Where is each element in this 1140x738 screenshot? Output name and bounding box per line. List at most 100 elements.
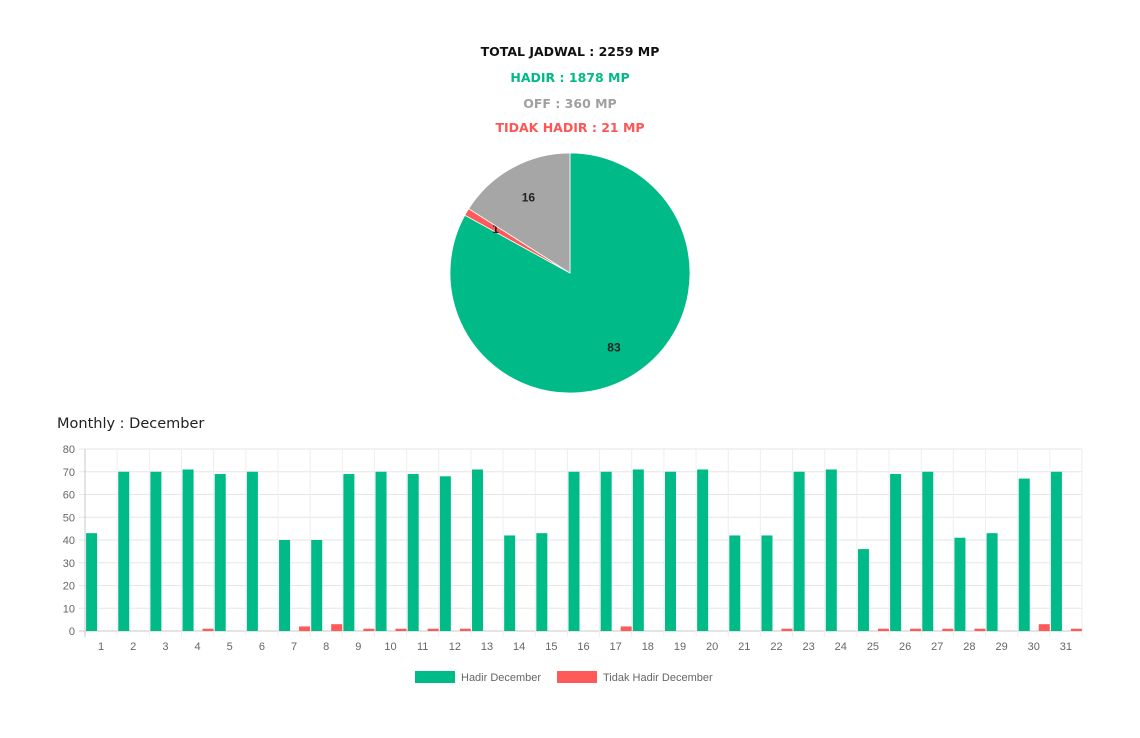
bar-hadir-12 [439,476,451,631]
x-tick-label: 29 [995,641,1007,653]
pie-slice-label-0: 83 [607,340,621,354]
x-tick-label: 6 [259,641,265,653]
legend-swatch-hadir [415,671,455,683]
bar-hadir-22 [761,535,773,631]
x-tick-label: 11 [417,641,428,653]
bar-hadir-28 [954,537,966,631]
x-tick-label: 17 [610,641,622,653]
summary-hadir: HADIR : 1878 MP [510,70,630,85]
bar-tidak-hadir-11 [427,628,439,631]
bar-hadir-24 [825,469,837,631]
bar-hadir-20 [697,469,709,631]
bar-hadir-29 [986,533,998,631]
x-tick-label: 5 [227,641,233,653]
pie-slice-label-1: 1 [492,222,499,236]
x-tick-label: 16 [577,641,589,653]
x-tick-label: 28 [963,641,975,653]
x-tick-label: 19 [674,641,686,653]
bar-hadir-8 [311,540,323,631]
y-tick-label: 0 [69,626,75,638]
y-tick-label: 80 [63,444,75,456]
bar-hadir-10 [375,471,387,631]
bar-hadir-25 [857,549,869,631]
x-tick-label: 22 [770,641,782,653]
bar-hadir-4 [182,469,194,631]
bar-hadir-2 [118,471,130,631]
legend-label-hadir: Hadir December [461,672,541,684]
x-tick-label: 4 [195,641,201,653]
bar-tidak-hadir-27 [942,628,954,631]
x-tick-label: 26 [899,641,911,653]
y-tick-label: 70 [63,467,75,479]
bar-tidak-hadir-9 [363,628,375,631]
x-tick-label: 27 [931,641,943,653]
x-tick-label: 15 [545,641,557,653]
x-tick-label: 13 [481,641,493,653]
bar-hadir-11 [407,474,419,631]
summary-off: OFF : 360 MP [523,96,617,111]
x-tick-label: 12 [449,641,461,653]
summary-tidak-hadir: TIDAK HADIR : 21 MP [495,120,645,135]
bar-hadir-17 [600,471,612,631]
bar-tidak-hadir-31 [1070,628,1082,631]
bar-tidak-hadir-17 [620,626,632,631]
bar-hadir-18 [632,469,644,631]
x-tick-label: 7 [291,641,297,653]
bar-tidak-hadir-26 [910,628,922,631]
x-tick-label: 30 [1028,641,1040,653]
x-tick-label: 8 [323,641,329,653]
legend-label-tidak-hadir: Tidak Hadir December [603,672,713,684]
bar-hadir-31 [1050,471,1062,631]
bar-tidak-hadir-10 [395,628,407,631]
x-tick-label: 1 [98,641,104,653]
bar-tidak-hadir-28 [974,628,986,631]
bar-tidak-hadir-7 [299,626,311,631]
x-tick-label: 24 [835,641,847,653]
x-tick-label: 2 [130,641,136,653]
x-tick-label: 18 [642,641,654,653]
bar-hadir-30 [1018,478,1030,631]
bar-tidak-hadir-4 [202,628,214,631]
bar-hadir-15 [536,533,548,631]
bar-tidak-hadir-8 [331,624,343,631]
bar-hadir-13 [472,469,484,631]
y-tick-label: 30 [63,558,75,570]
x-tick-label: 10 [384,641,396,653]
x-tick-label: 31 [1060,641,1072,653]
bar-tidak-hadir-30 [1038,624,1050,631]
bar-tidak-hadir-25 [877,628,889,631]
y-tick-label: 50 [63,512,75,524]
bar-hadir-3 [150,471,162,631]
y-tick-label: 60 [63,490,75,502]
y-tick-label: 40 [63,535,75,547]
bar-hadir-21 [729,535,741,631]
bar-hadir-26 [890,474,902,631]
legend-swatch-tidak-hadir [557,671,597,683]
monthly-chart-title: Monthly : December [57,416,205,432]
bar-hadir-27 [922,471,934,631]
y-tick-label: 10 [63,603,75,615]
x-tick-label: 25 [867,641,879,653]
bar-hadir-6 [246,471,258,631]
x-tick-label: 21 [738,641,750,653]
x-tick-label: 3 [162,641,168,653]
bar-hadir-1 [86,533,98,631]
bar-hadir-7 [279,540,291,631]
x-tick-label: 9 [355,641,361,653]
bar-hadir-14 [504,535,516,631]
x-tick-label: 20 [706,641,718,653]
bar-tidak-hadir-12 [459,628,471,631]
bar-tidak-hadir-22 [781,628,793,631]
bar-hadir-9 [343,474,355,631]
x-tick-label: 14 [513,641,525,653]
pie-slice-2 [468,152,571,274]
bar-hadir-19 [664,471,676,631]
summary-total: TOTAL JADWAL : 2259 MP [480,44,660,59]
x-tick-label: 23 [803,641,815,653]
bar-hadir-16 [568,471,580,631]
attendance-pie-chart: 83 1 16 [449,152,691,394]
bar-hadir-23 [793,471,805,631]
pie-slice-label-2: 16 [522,190,536,204]
y-tick-label: 20 [63,581,75,593]
